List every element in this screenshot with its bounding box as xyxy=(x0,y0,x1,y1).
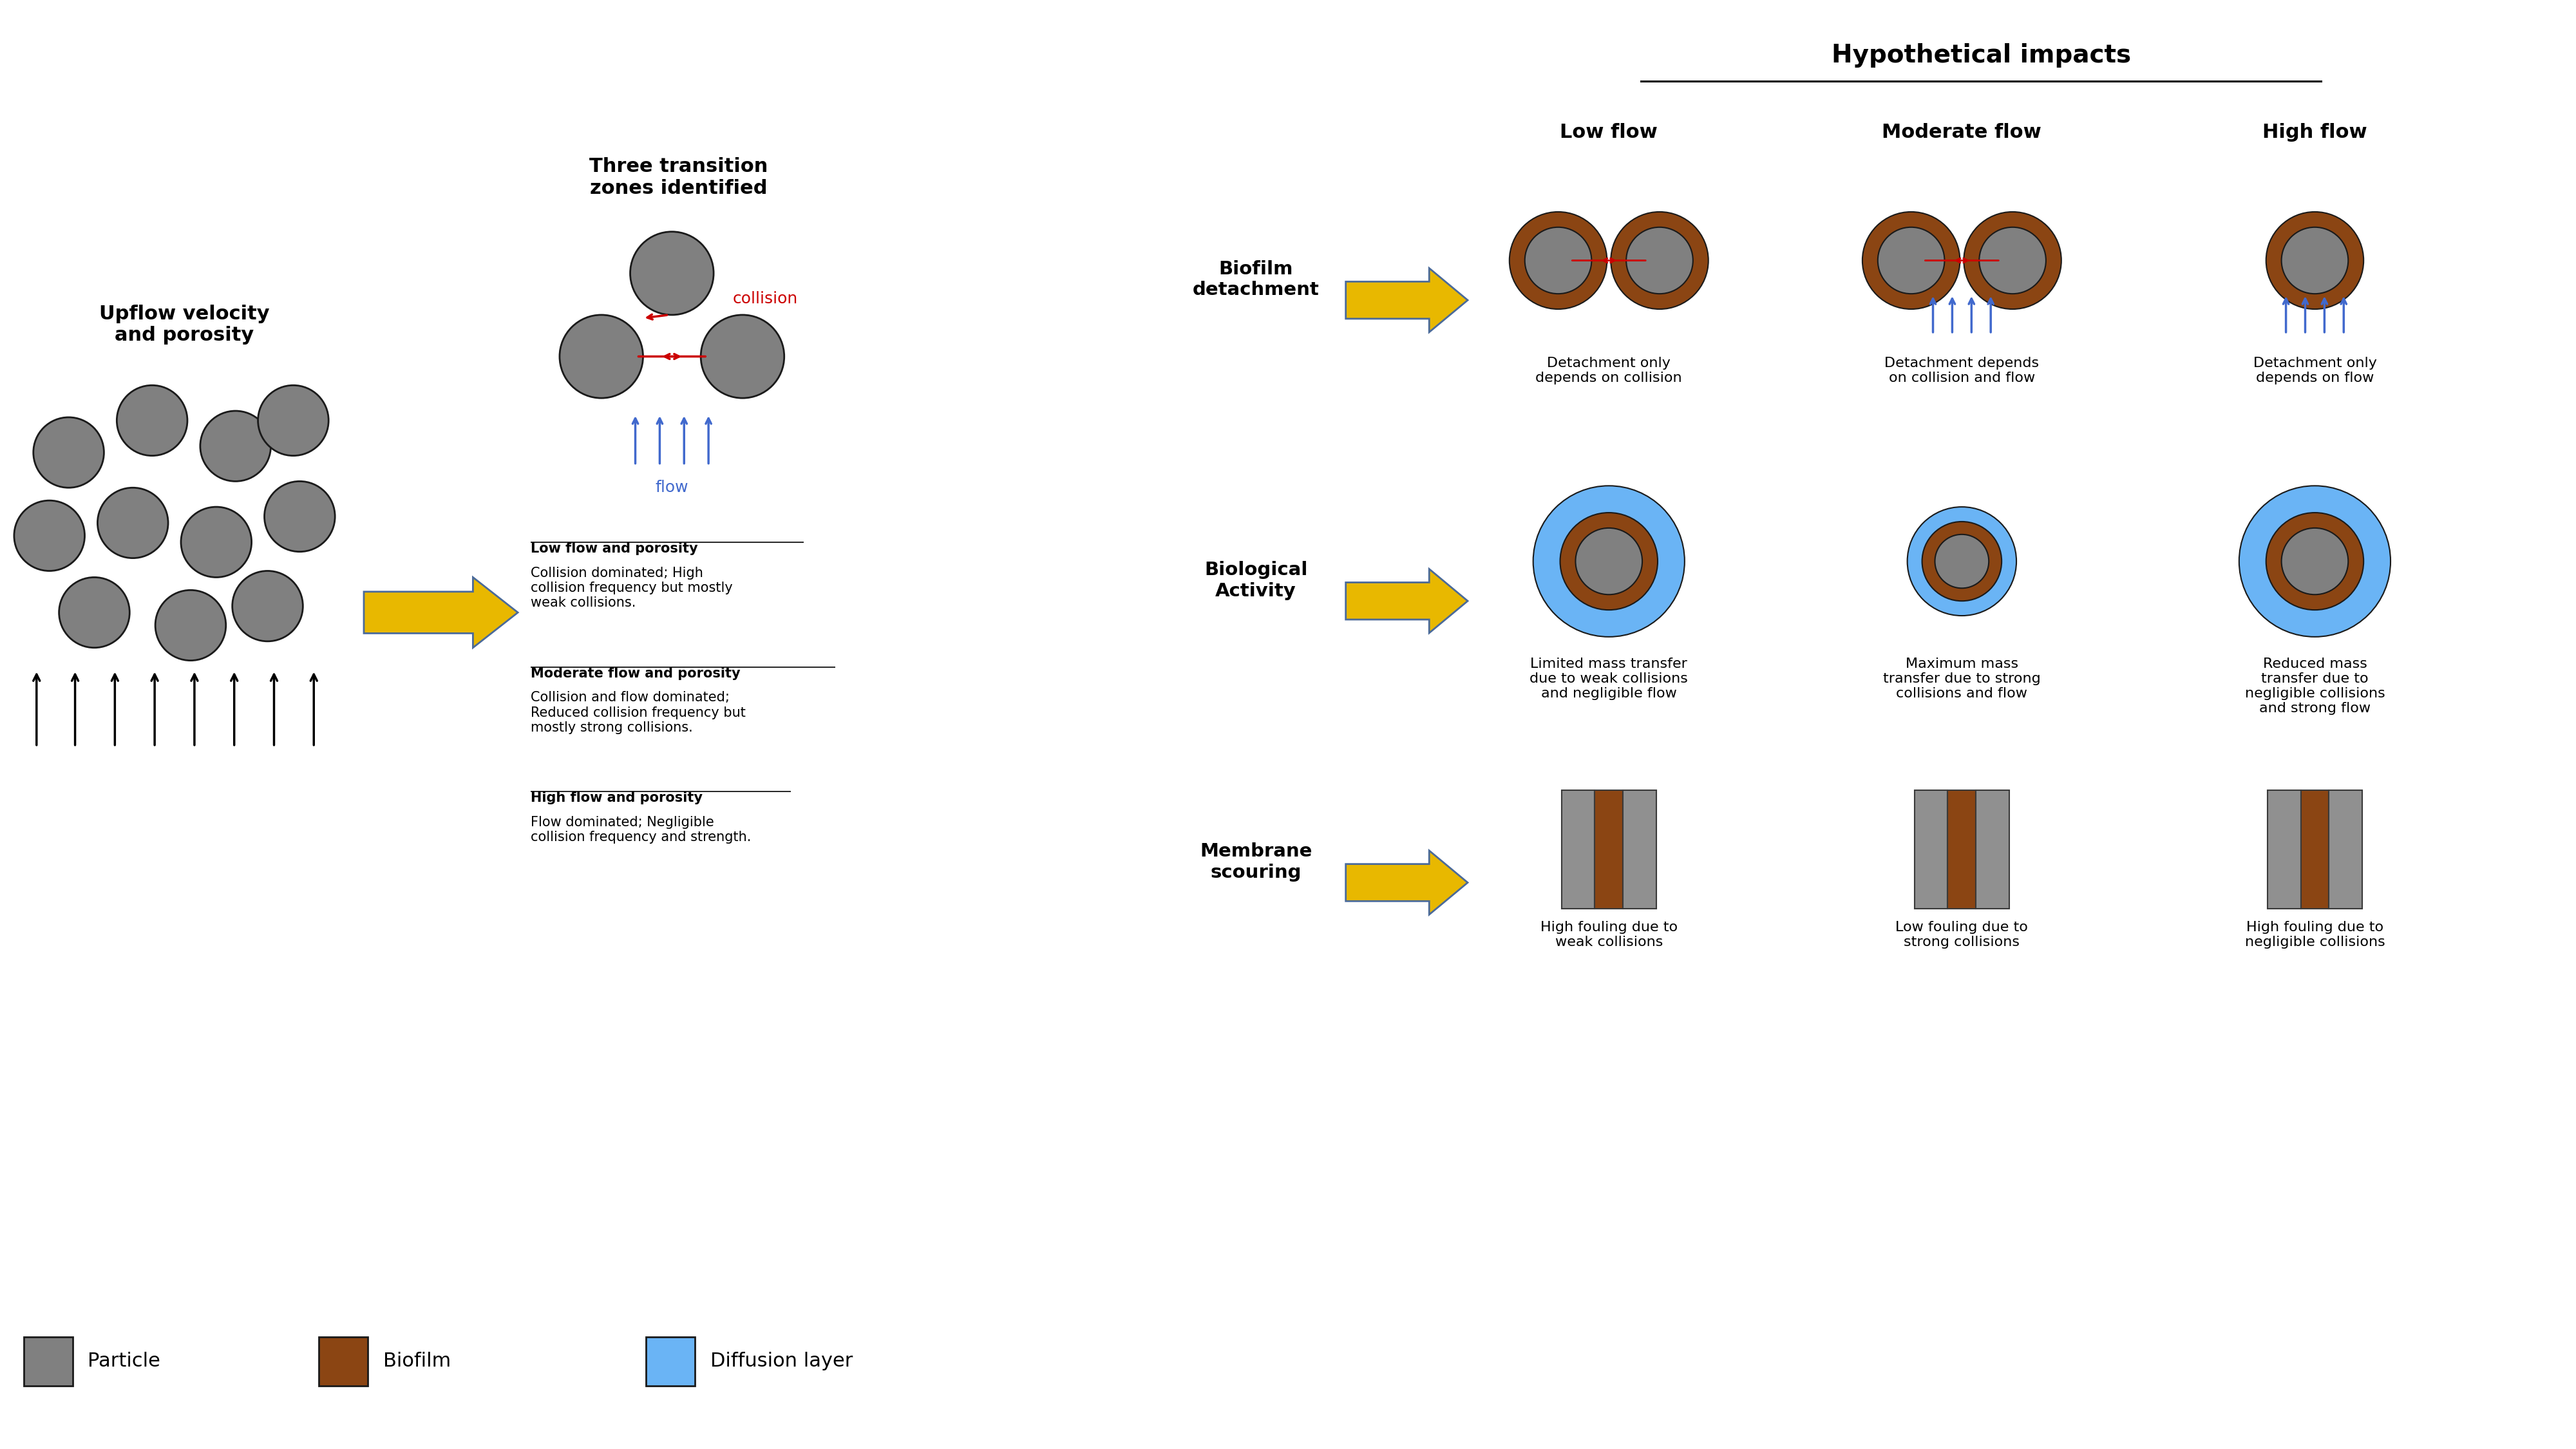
Text: Low flow and porosity: Low flow and porosity xyxy=(531,542,698,555)
Circle shape xyxy=(1862,212,1960,309)
Bar xyxy=(1914,790,1947,909)
Circle shape xyxy=(1625,227,1692,294)
Circle shape xyxy=(33,417,103,488)
FancyArrow shape xyxy=(363,577,518,648)
Text: Collision and flow dominated;
Reduced collision frequency but
mostly strong coll: Collision and flow dominated; Reduced co… xyxy=(531,691,744,735)
Text: Maximum mass
transfer due to strong
collisions and flow: Maximum mass transfer due to strong coll… xyxy=(1883,658,2040,700)
Circle shape xyxy=(2267,212,2365,309)
Circle shape xyxy=(1978,227,2045,294)
Circle shape xyxy=(59,577,129,648)
Text: Limited mass transfer
due to weak collisions
and negligible flow: Limited mass transfer due to weak collis… xyxy=(1530,658,1687,700)
Text: Reduced mass
transfer due to
negligible collisions
and strong flow: Reduced mass transfer due to negligible … xyxy=(2244,658,2385,714)
FancyArrow shape xyxy=(1345,569,1468,633)
Text: Particle: Particle xyxy=(88,1352,160,1371)
Bar xyxy=(1595,790,1623,909)
Circle shape xyxy=(180,507,252,577)
Circle shape xyxy=(13,500,85,571)
Circle shape xyxy=(1510,212,1607,309)
Text: Detachment depends
on collision and flow: Detachment depends on collision and flow xyxy=(1886,356,2040,384)
Text: Biological
Activity: Biological Activity xyxy=(1203,561,1309,600)
Circle shape xyxy=(1922,522,2002,601)
Bar xyxy=(647,1337,696,1385)
Text: Diffusion layer: Diffusion layer xyxy=(711,1352,853,1371)
Circle shape xyxy=(631,232,714,314)
Circle shape xyxy=(1906,507,2017,616)
FancyArrow shape xyxy=(1345,268,1468,332)
FancyArrow shape xyxy=(1345,851,1468,914)
Text: High flow and porosity: High flow and porosity xyxy=(531,791,703,804)
Text: High fouling due to
negligible collisions: High fouling due to negligible collision… xyxy=(2244,922,2385,949)
Text: High fouling due to
weak collisions: High fouling due to weak collisions xyxy=(1540,922,1677,949)
Circle shape xyxy=(116,385,188,455)
Bar xyxy=(2300,790,2329,909)
Bar xyxy=(1976,790,2009,909)
Text: Low fouling due to
strong collisions: Low fouling due to strong collisions xyxy=(1896,922,2027,949)
Bar xyxy=(2329,790,2362,909)
Circle shape xyxy=(265,481,335,552)
Bar xyxy=(1623,790,1656,909)
Circle shape xyxy=(201,412,270,481)
Circle shape xyxy=(1525,227,1592,294)
Text: Flow dominated; Negligible
collision frequency and strength.: Flow dominated; Negligible collision fre… xyxy=(531,816,752,843)
Circle shape xyxy=(258,385,330,455)
Circle shape xyxy=(1533,485,1685,636)
Bar xyxy=(319,1337,368,1385)
Bar xyxy=(1947,790,1976,909)
Text: Moderate flow: Moderate flow xyxy=(1883,123,2043,142)
Bar xyxy=(2267,790,2300,909)
Circle shape xyxy=(2267,513,2365,610)
Circle shape xyxy=(701,314,783,398)
Circle shape xyxy=(2282,527,2349,594)
Circle shape xyxy=(1878,227,1945,294)
Circle shape xyxy=(1561,513,1659,610)
Text: Moderate flow and porosity: Moderate flow and porosity xyxy=(531,667,739,680)
Text: Detachment only
depends on collision: Detachment only depends on collision xyxy=(1535,356,1682,384)
Text: Membrane
scouring: Membrane scouring xyxy=(1200,843,1311,881)
Bar xyxy=(1561,790,1595,909)
Circle shape xyxy=(1963,212,2061,309)
Text: High flow: High flow xyxy=(2262,123,2367,142)
Circle shape xyxy=(2239,485,2391,636)
Circle shape xyxy=(1610,212,1708,309)
Circle shape xyxy=(232,571,304,642)
Text: flow: flow xyxy=(654,480,688,496)
Circle shape xyxy=(559,314,644,398)
Text: Collision dominated; High
collision frequency but mostly
weak collisions.: Collision dominated; High collision freq… xyxy=(531,567,732,609)
Text: Detachment only
depends on flow: Detachment only depends on flow xyxy=(2254,356,2378,384)
Text: Upflow velocity
and porosity: Upflow velocity and porosity xyxy=(98,304,270,345)
Circle shape xyxy=(2282,227,2349,294)
Circle shape xyxy=(1935,535,1989,588)
Text: collision: collision xyxy=(734,291,799,307)
Text: Biofilm: Biofilm xyxy=(384,1352,451,1371)
Circle shape xyxy=(98,488,167,558)
Text: Three transition
zones identified: Three transition zones identified xyxy=(590,156,768,197)
Text: Biofilm
detachment: Biofilm detachment xyxy=(1193,261,1319,298)
Text: Low flow: Low flow xyxy=(1561,123,1659,142)
Bar xyxy=(23,1337,72,1385)
Circle shape xyxy=(1577,527,1643,594)
Text: Hypothetical impacts: Hypothetical impacts xyxy=(1832,43,2130,68)
Circle shape xyxy=(155,590,227,661)
